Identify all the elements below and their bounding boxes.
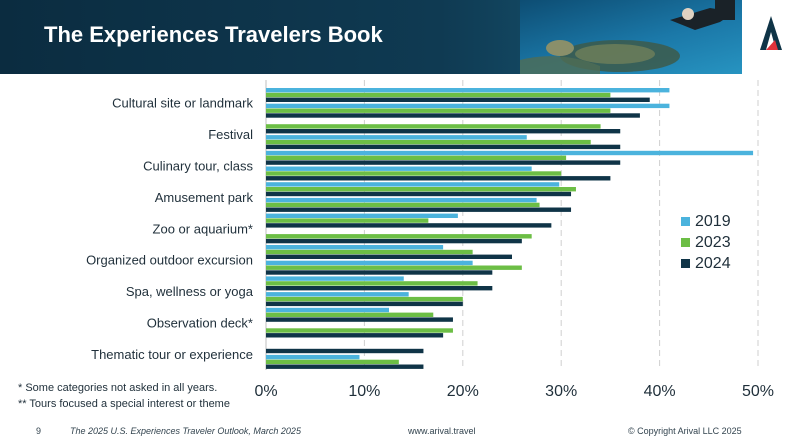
footnote-categories: * Some categories not asked in all years… — [18, 382, 218, 394]
bar-2024 — [266, 286, 493, 291]
bar-2019 — [266, 197, 537, 203]
legend-swatch-2024 — [681, 259, 690, 268]
bar-2023 — [266, 108, 611, 113]
bar-2024 — [266, 348, 424, 354]
legend-swatch-2023 — [681, 238, 690, 247]
x-tick-label: 0% — [254, 383, 277, 400]
bar-2024 — [266, 333, 444, 338]
bar-2019 — [266, 307, 389, 313]
bar-2023 — [266, 265, 522, 270]
bar-chart: Cultural site or landmark Festival Culinar… — [86, 80, 774, 400]
legend-label-2019: 2019 — [695, 213, 731, 230]
bar-2024 — [266, 301, 463, 307]
bar-2019 — [266, 166, 532, 171]
bar-2019 — [266, 292, 409, 297]
bar-2024 — [266, 97, 650, 102]
footer: 9 The 2025 U.S. Experiences Traveler Out… — [0, 420, 800, 440]
bar-2019 — [266, 182, 560, 187]
bar-2023 — [266, 249, 473, 255]
legend-label-2024: 2024 — [695, 255, 731, 272]
bar-2023 — [266, 187, 576, 192]
bar-2023 — [266, 171, 562, 176]
bar-2024 — [266, 270, 493, 275]
legend-label-2023: 2023 — [695, 234, 731, 251]
bar-2019 — [266, 276, 404, 281]
bar-2024 — [266, 160, 621, 165]
bar-2019 — [266, 135, 527, 140]
copyright-text: © Copyright Arival LLC 2025 — [628, 426, 742, 436]
category-label: Organized outdoor excursion — [86, 253, 253, 268]
bar-2023 — [266, 92, 611, 98]
x-tick-label: 10% — [348, 383, 380, 400]
bar-2024 — [266, 144, 621, 150]
bar-2023 — [266, 281, 478, 286]
bar-2024 — [266, 317, 453, 322]
footnote-thematic: ** Tours focused a special interest or t… — [18, 398, 230, 410]
category-label: Amusement park — [155, 190, 254, 205]
bar-2023 — [266, 139, 591, 145]
bar-2019 — [266, 354, 360, 360]
bar-2024 — [266, 223, 552, 228]
category-label: Zoo or aquarium* — [153, 221, 253, 236]
bar-2019 — [266, 150, 754, 156]
bar-2023 — [266, 218, 429, 223]
bar-2024 — [266, 364, 424, 369]
bar-2024 — [266, 113, 640, 118]
header-bar: The Experiences Travelers Book — [0, 0, 800, 74]
category-label: Observation deck* — [147, 316, 253, 331]
category-label: Thematic tour or experience — [91, 347, 253, 362]
bar-2019 — [266, 103, 670, 109]
category-label: Festival — [208, 127, 253, 142]
bar-2023 — [266, 296, 463, 302]
bar-2019 — [266, 213, 458, 218]
bar-2024 — [266, 207, 572, 212]
bar-2023 — [266, 312, 434, 317]
bar-2023 — [266, 359, 399, 365]
website-link[interactable]: www.arival.travel — [408, 426, 476, 436]
category-label: Culinary tour, class — [143, 159, 253, 174]
bar-2023 — [266, 155, 567, 160]
page-number: 9 — [36, 426, 42, 436]
bar-2019 — [266, 260, 473, 266]
category-label: Spa, wellness or yoga — [126, 284, 254, 299]
chart-area: Cultural site or landmark Festival Culinar… — [0, 74, 800, 414]
bar-2023 — [266, 234, 532, 239]
bar-2024 — [266, 191, 572, 197]
x-tick-label: 40% — [644, 383, 676, 400]
bar-2024 — [266, 176, 611, 181]
bar-2023 — [266, 124, 601, 129]
bar-2024 — [266, 254, 512, 259]
publication-title: The 2025 U.S. Experiences Traveler Outlo… — [70, 426, 301, 436]
category-label: Cultural site or landmark — [112, 96, 253, 111]
x-tick-label: 20% — [447, 383, 479, 400]
page-title: The Experiences Travelers Book — [44, 22, 383, 47]
x-tick-label: 50% — [742, 383, 774, 400]
bar-2024 — [266, 238, 522, 244]
bar-2023 — [266, 328, 453, 333]
bar-2019 — [266, 88, 670, 93]
legend-swatch-2019 — [681, 217, 690, 226]
bar-2019 — [266, 245, 444, 250]
bar-2024 — [266, 129, 621, 134]
bar-2023 — [266, 202, 540, 208]
x-tick-label: 30% — [545, 383, 577, 400]
arival-logo-icon — [742, 0, 800, 74]
